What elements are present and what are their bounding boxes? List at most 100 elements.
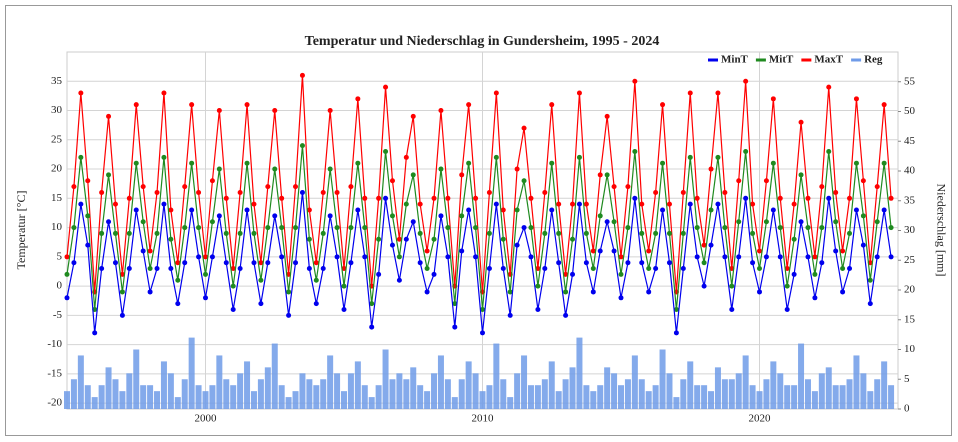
data-point	[576, 201, 582, 207]
data-point	[258, 277, 264, 283]
bar	[119, 391, 126, 409]
data-point	[888, 254, 894, 260]
data-point	[355, 160, 361, 166]
data-point	[777, 225, 783, 231]
data-point	[92, 330, 98, 336]
data-point	[293, 260, 299, 266]
data-point	[175, 301, 181, 307]
data-point	[881, 160, 887, 166]
data-point	[126, 230, 132, 236]
data-point	[279, 225, 285, 231]
data-point	[570, 236, 576, 242]
bar	[77, 355, 84, 409]
data-point	[182, 260, 188, 266]
data-point	[556, 201, 562, 207]
data-point	[680, 189, 686, 195]
bar	[874, 379, 881, 409]
bar	[327, 355, 334, 409]
data-point	[521, 225, 527, 231]
data-point	[99, 266, 105, 272]
data-point	[632, 148, 638, 154]
bar	[437, 355, 444, 409]
data-point	[369, 324, 375, 330]
data-point	[784, 283, 790, 289]
bar	[846, 379, 853, 409]
data-point	[237, 230, 243, 236]
data-point	[694, 225, 700, 231]
data-point	[576, 90, 582, 96]
bar	[403, 379, 410, 409]
data-point	[743, 195, 749, 201]
data-point	[299, 143, 305, 149]
y-tick-label: 5	[57, 250, 63, 262]
data-point	[341, 307, 347, 313]
bar	[216, 355, 223, 409]
data-point	[355, 96, 361, 102]
data-point	[168, 266, 174, 272]
data-point	[216, 213, 222, 219]
data-point	[78, 154, 84, 160]
bar	[424, 391, 431, 409]
bar	[347, 373, 354, 409]
data-point	[313, 277, 319, 283]
data-point	[694, 254, 700, 260]
data-point	[542, 230, 548, 236]
data-point	[604, 113, 610, 119]
data-point	[431, 271, 437, 277]
bar	[687, 361, 694, 409]
data-point	[507, 312, 513, 318]
bar	[611, 373, 618, 409]
data-point	[680, 230, 686, 236]
data-point	[376, 195, 382, 201]
data-point	[833, 189, 839, 195]
data-point	[874, 184, 880, 190]
data-point	[348, 260, 354, 266]
data-point	[223, 260, 229, 266]
data-point	[203, 254, 208, 260]
data-point	[798, 172, 804, 178]
data-point	[486, 230, 492, 236]
y2-tick-label: 50	[904, 105, 916, 117]
bar	[597, 385, 604, 409]
data-point	[64, 254, 70, 260]
frame	[5, 5, 952, 436]
bar	[652, 385, 659, 409]
data-point	[313, 260, 319, 266]
bar	[84, 385, 91, 409]
data-point	[750, 230, 756, 236]
y-tick-label: 30	[51, 104, 63, 116]
data-point	[853, 207, 859, 213]
data-point	[673, 330, 679, 336]
bar	[839, 385, 846, 409]
bar	[680, 379, 687, 409]
bar	[465, 361, 472, 409]
data-point	[369, 301, 375, 307]
bar	[458, 379, 465, 409]
bar	[791, 385, 798, 409]
bar	[285, 397, 292, 409]
data-point	[687, 90, 693, 96]
data-point	[431, 236, 437, 242]
data-point	[223, 230, 229, 236]
data-point	[563, 289, 569, 295]
data-point	[618, 271, 624, 277]
data-point	[805, 254, 811, 260]
data-point	[563, 312, 569, 318]
data-point	[542, 189, 548, 195]
data-point	[556, 260, 562, 266]
data-point	[597, 213, 603, 219]
data-point	[106, 113, 112, 119]
bar	[714, 367, 721, 409]
data-point	[279, 195, 285, 201]
data-point	[805, 225, 811, 231]
data-point	[99, 189, 105, 195]
y2-tick-label: 35	[904, 194, 916, 206]
data-point	[147, 266, 153, 272]
bar	[133, 349, 140, 409]
bar	[209, 385, 216, 409]
data-point	[660, 160, 666, 166]
data-point	[625, 225, 631, 231]
data-point	[140, 248, 146, 254]
data-point	[112, 230, 118, 236]
bar	[354, 361, 361, 409]
